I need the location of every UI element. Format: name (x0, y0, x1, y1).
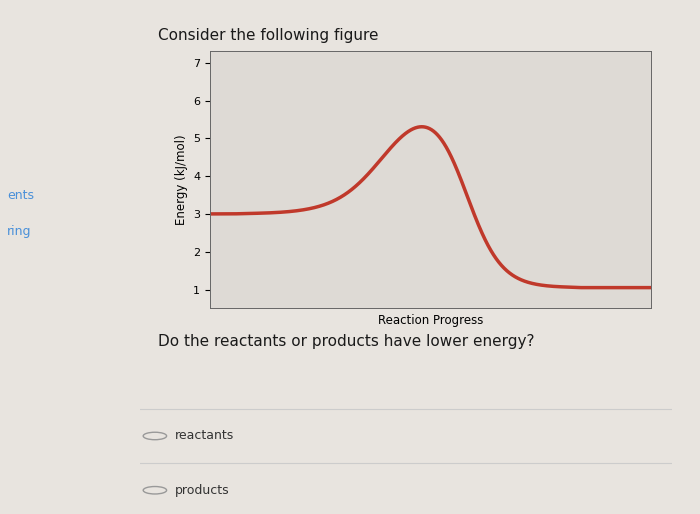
Text: products: products (174, 484, 229, 497)
Text: Do the reactants or products have lower energy?: Do the reactants or products have lower … (158, 334, 534, 349)
X-axis label: Reaction Progress: Reaction Progress (378, 314, 483, 327)
Y-axis label: Energy (kJ/mol): Energy (kJ/mol) (174, 135, 188, 225)
Text: reactants: reactants (174, 430, 234, 443)
Text: Consider the following figure: Consider the following figure (158, 28, 378, 43)
Text: ring: ring (7, 225, 31, 238)
Text: ents: ents (7, 189, 34, 202)
